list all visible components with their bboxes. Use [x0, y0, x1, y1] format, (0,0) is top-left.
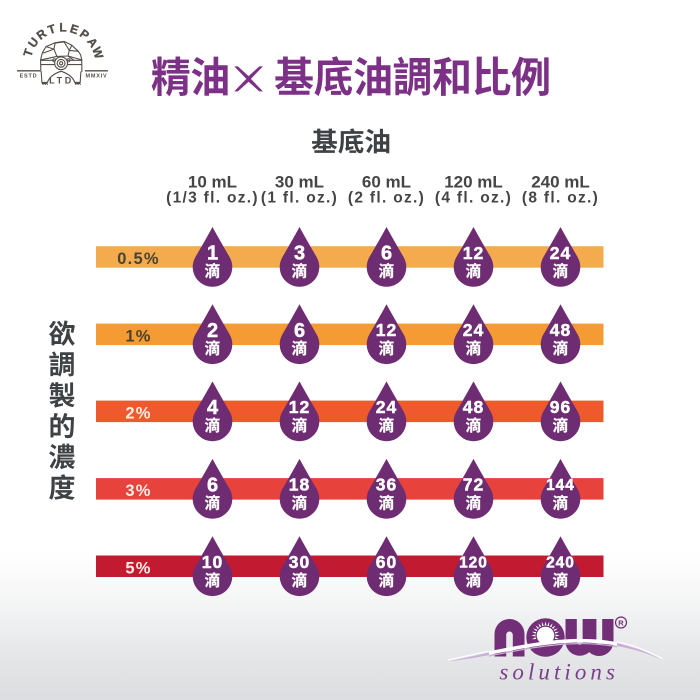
- svg-text:60: 60: [376, 552, 397, 572]
- svg-text:1%: 1%: [125, 327, 151, 345]
- svg-text:(8 fl. oz.): (8 fl. oz.): [522, 190, 599, 207]
- svg-text:120: 120: [459, 554, 488, 571]
- svg-text:2%: 2%: [125, 404, 151, 422]
- svg-text:MMXIV: MMXIV: [85, 74, 107, 80]
- svg-text:10: 10: [202, 552, 223, 572]
- svg-text:240: 240: [546, 554, 575, 571]
- svg-text:R: R: [618, 618, 624, 627]
- svg-text:30 mL: 30 mL: [275, 173, 324, 192]
- svg-text:60 mL: 60 mL: [362, 173, 411, 192]
- svg-text:24: 24: [463, 320, 484, 340]
- svg-text:6: 6: [294, 320, 305, 342]
- svg-text:T: T: [46, 21, 58, 37]
- svg-text:72: 72: [463, 475, 484, 495]
- svg-text:5%: 5%: [125, 559, 151, 577]
- svg-text:10 mL: 10 mL: [188, 173, 237, 192]
- svg-text:12: 12: [376, 320, 397, 340]
- svg-text:(2 fl. oz.): (2 fl. oz.): [348, 190, 425, 207]
- svg-text:30: 30: [289, 552, 310, 572]
- svg-text:1: 1: [207, 243, 218, 265]
- svg-text:48: 48: [463, 397, 484, 417]
- svg-text:(1 fl. oz.): (1 fl. oz.): [261, 190, 338, 207]
- svg-text:4: 4: [207, 397, 219, 419]
- svg-text:12: 12: [289, 397, 310, 417]
- svg-text:120 mL: 120 mL: [444, 173, 503, 192]
- svg-text:L: L: [59, 21, 66, 35]
- svg-text:(1/3 fl. oz.): (1/3 fl. oz.): [166, 190, 259, 207]
- svg-text:solutions: solutions: [499, 660, 619, 685]
- svg-text:6: 6: [207, 475, 218, 497]
- svg-text:48: 48: [550, 320, 571, 340]
- svg-text:96: 96: [550, 397, 571, 417]
- svg-text:W: W: [89, 45, 106, 61]
- svg-text:LTD: LTD: [49, 76, 74, 86]
- svg-text:18: 18: [289, 475, 310, 495]
- svg-text:0.5%: 0.5%: [117, 250, 159, 268]
- svg-text:12: 12: [463, 243, 484, 263]
- svg-text:2: 2: [207, 320, 218, 342]
- svg-text:240 mL: 240 mL: [531, 173, 590, 192]
- svg-text:ESTD: ESTD: [20, 74, 38, 80]
- svg-text:24: 24: [376, 397, 397, 417]
- svg-text:(4 fl. oz.): (4 fl. oz.): [435, 190, 512, 207]
- svg-text:3%: 3%: [125, 482, 151, 500]
- svg-text:144: 144: [546, 477, 575, 494]
- svg-text:3: 3: [294, 243, 305, 265]
- svg-text:6: 6: [381, 243, 392, 265]
- svg-text:24: 24: [550, 243, 571, 263]
- svg-text:36: 36: [376, 475, 397, 495]
